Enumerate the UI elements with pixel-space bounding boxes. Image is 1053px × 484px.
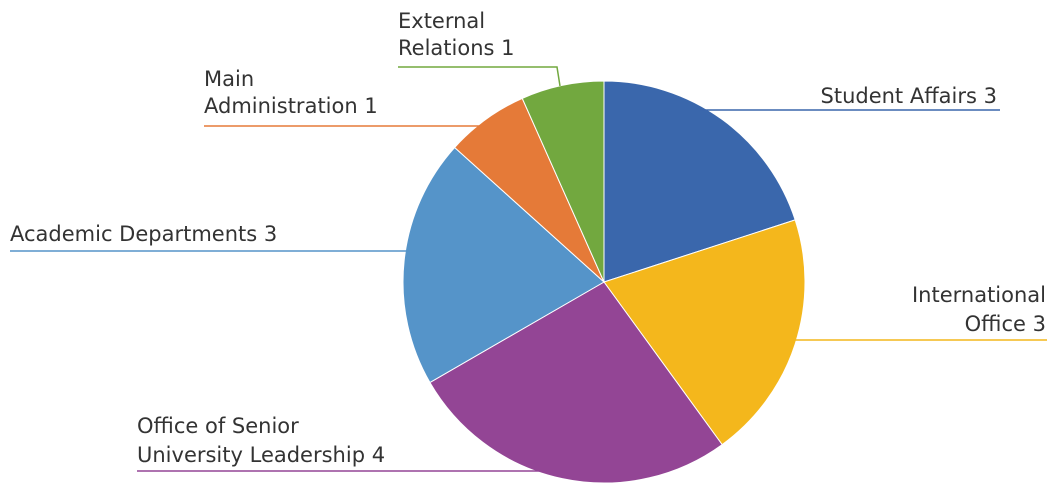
slice-label-academic-departments: Academic Departments 3 <box>10 222 277 246</box>
slice-label-line: Office 3 <box>965 312 1046 336</box>
slice-label-line: University Leadership 4 <box>137 443 385 467</box>
slice-label-line: External <box>398 9 485 33</box>
slice-label-line: Administration 1 <box>204 94 378 118</box>
slice-label-line: Relations 1 <box>398 36 514 60</box>
slice-label-main-administration: Main Administration 1 <box>204 67 378 118</box>
slice-label-line: Office of Senior <box>137 414 299 438</box>
slice-label-line: Student Affairs 3 <box>821 84 998 108</box>
leader-line-external-relations <box>398 66 561 87</box>
slice-label-line: International <box>912 283 1046 307</box>
slice-label-student-affairs: Student Affairs 3 <box>821 84 998 108</box>
pie-slice-external-relations <box>521 80 605 283</box>
pie-slice-student-affairs <box>603 80 796 283</box>
slice-label-international-office: International Office 3 <box>912 283 1046 336</box>
pie-slice-office-of-senior-university-leadership <box>429 281 723 484</box>
label-leader-lines <box>10 66 1047 472</box>
slice-label-line: Academic Departments 3 <box>10 222 277 246</box>
pie-slices <box>402 80 806 484</box>
slice-labels: Student Affairs 3 International Office 3 Of… <box>10 9 1046 467</box>
pie-slice-international-office <box>603 219 806 446</box>
slice-label-external-relations: External Relations 1 <box>398 9 514 60</box>
slice-label-line: Main <box>204 67 254 91</box>
slice-label-office-of-senior-university-leadership: Office of Senior University Leadership 4 <box>137 414 385 467</box>
pie-slice-academic-departments <box>402 146 605 384</box>
